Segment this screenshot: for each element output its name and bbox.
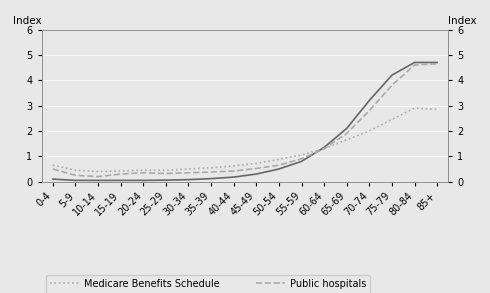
Medicare Benefits Schedule	[253, 162, 259, 165]
Medicare Benefits Schedule	[186, 167, 192, 171]
Public hospitals	[344, 132, 350, 135]
Pharmaceutical Benefits Scheme	[186, 178, 192, 181]
Text: Index: Index	[448, 16, 477, 26]
Legend: Medicare Benefits Schedule, Pharmaceutical Benefits Scheme, Public hospitals: Medicare Benefits Schedule, Pharmaceutic…	[47, 275, 370, 293]
Text: Index: Index	[13, 16, 42, 26]
Pharmaceutical Benefits Scheme	[389, 74, 395, 77]
Pharmaceutical Benefits Scheme	[367, 99, 372, 102]
Medicare Benefits Schedule	[95, 170, 101, 173]
Pharmaceutical Benefits Scheme	[344, 127, 350, 130]
Pharmaceutical Benefits Scheme	[140, 179, 146, 182]
Pharmaceutical Benefits Scheme	[50, 177, 56, 181]
Medicare Benefits Schedule	[140, 168, 146, 172]
Public hospitals	[163, 172, 169, 175]
Public hospitals	[367, 109, 372, 113]
Medicare Benefits Schedule	[118, 169, 123, 173]
Public hospitals	[118, 172, 123, 176]
Public hospitals	[50, 167, 56, 171]
Medicare Benefits Schedule	[208, 166, 214, 169]
Public hospitals	[298, 157, 304, 161]
Public hospitals	[321, 147, 327, 150]
Public hospitals	[434, 62, 440, 66]
Pharmaceutical Benefits Scheme	[231, 175, 237, 179]
Medicare Benefits Schedule	[231, 164, 237, 168]
Pharmaceutical Benefits Scheme	[208, 177, 214, 180]
Public hospitals	[140, 171, 146, 175]
Medicare Benefits Schedule	[412, 106, 417, 110]
Public hospitals	[73, 173, 78, 177]
Pharmaceutical Benefits Scheme	[163, 178, 169, 182]
Public hospitals	[186, 171, 192, 175]
Pharmaceutical Benefits Scheme	[412, 61, 417, 64]
Public hospitals	[231, 169, 237, 173]
Medicare Benefits Schedule	[73, 168, 78, 172]
Pharmaceutical Benefits Scheme	[118, 179, 123, 182]
Medicare Benefits Schedule	[298, 153, 304, 157]
Medicare Benefits Schedule	[434, 108, 440, 111]
Medicare Benefits Schedule	[50, 163, 56, 167]
Medicare Benefits Schedule	[321, 147, 327, 150]
Medicare Benefits Schedule	[367, 129, 372, 133]
Pharmaceutical Benefits Scheme	[253, 172, 259, 176]
Pharmaceutical Benefits Scheme	[298, 160, 304, 163]
Public hospitals	[253, 167, 259, 170]
Public hospitals	[276, 163, 282, 167]
Medicare Benefits Schedule	[276, 158, 282, 161]
Pharmaceutical Benefits Scheme	[95, 179, 101, 182]
Line: Pharmaceutical Benefits Scheme: Pharmaceutical Benefits Scheme	[53, 62, 437, 180]
Public hospitals	[412, 63, 417, 67]
Medicare Benefits Schedule	[163, 168, 169, 172]
Public hospitals	[389, 84, 395, 87]
Pharmaceutical Benefits Scheme	[276, 167, 282, 171]
Medicare Benefits Schedule	[389, 118, 395, 121]
Pharmaceutical Benefits Scheme	[321, 146, 327, 149]
Public hospitals	[95, 175, 101, 178]
Line: Medicare Benefits Schedule: Medicare Benefits Schedule	[53, 108, 437, 171]
Medicare Benefits Schedule	[344, 138, 350, 142]
Line: Public hospitals: Public hospitals	[53, 64, 437, 177]
Public hospitals	[208, 170, 214, 174]
Pharmaceutical Benefits Scheme	[73, 179, 78, 182]
Pharmaceutical Benefits Scheme	[434, 61, 440, 64]
